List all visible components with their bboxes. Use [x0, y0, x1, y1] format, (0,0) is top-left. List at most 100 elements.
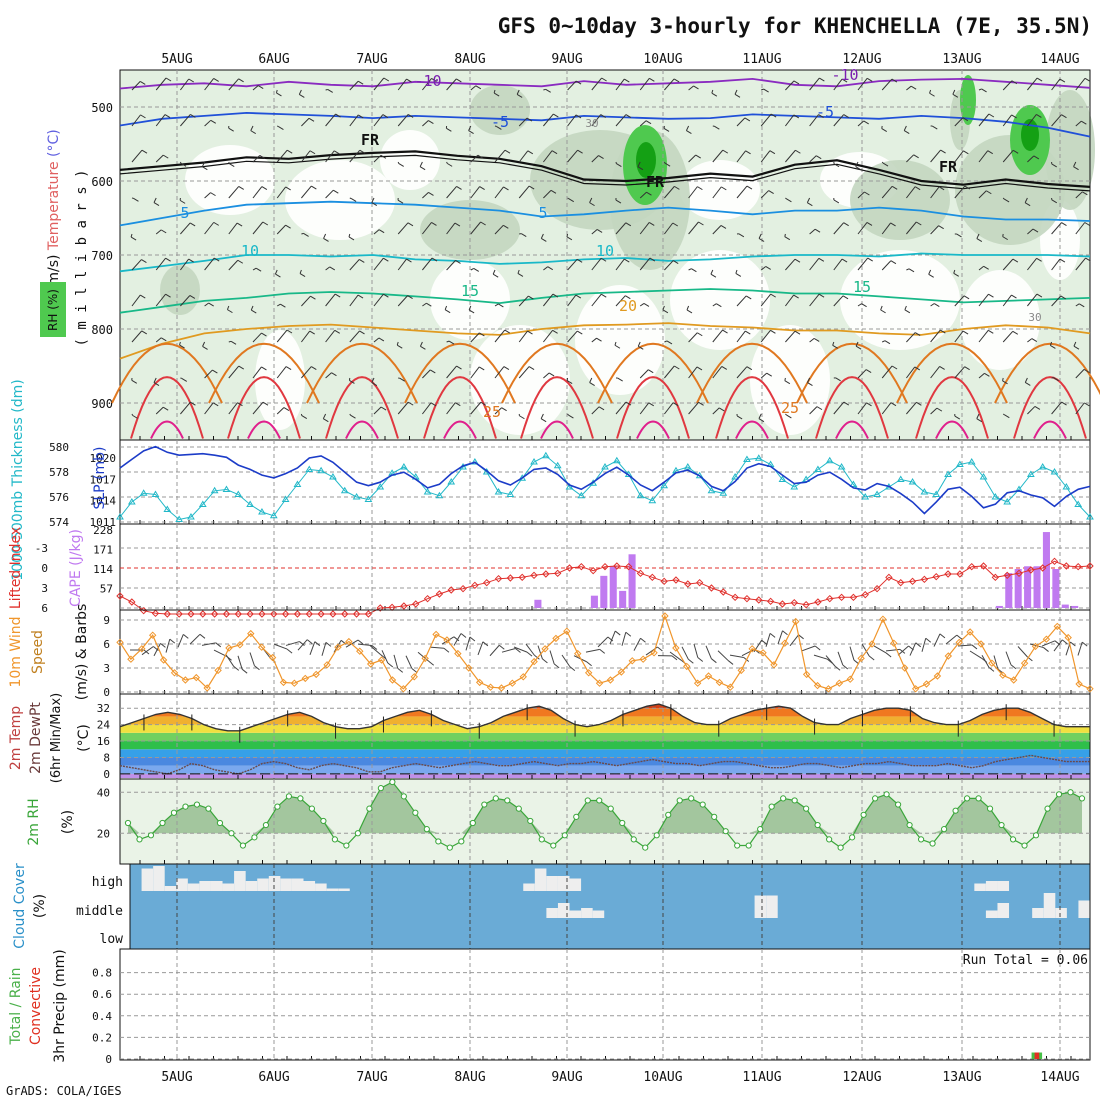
- wind-barb-flag: [815, 646, 820, 650]
- wind-barb: [882, 162, 883, 163]
- isotherm-label: FR: [361, 131, 380, 149]
- wind-barb-flag: [287, 649, 292, 653]
- rh-marker: [194, 802, 199, 807]
- thickness-line: [120, 456, 1090, 520]
- cloud-mid-bar: [997, 903, 1009, 918]
- wind-barb: [543, 89, 545, 90]
- wind-barb: [430, 647, 444, 648]
- cloud-high-bar: [338, 889, 350, 892]
- rh-marker: [608, 806, 613, 811]
- rh-marker: [309, 806, 314, 811]
- convective-bar: [1035, 1053, 1040, 1059]
- wind-barb: [190, 634, 200, 644]
- cloud-high-bar: [176, 879, 188, 892]
- rh-marker: [183, 804, 188, 809]
- isotherm-label: 20: [619, 297, 637, 315]
- wind-barb-flag: [886, 653, 891, 657]
- rh-marker: [1010, 837, 1015, 842]
- page-title: GFS 0~10day 3-hourly for KHENCHELLA (7E,…: [498, 14, 1092, 38]
- x-tick-label-top: 9AUG: [551, 52, 582, 67]
- wind-barb-flag: [626, 632, 631, 636]
- wind-barb-flag: [869, 656, 874, 660]
- rh-marker: [286, 794, 291, 799]
- rh-marker: [562, 833, 567, 838]
- wind-barb: [778, 631, 783, 644]
- temp-tick: 0: [103, 768, 110, 781]
- rh-marker: [1068, 790, 1073, 795]
- wind-barb-flag: [444, 648, 449, 652]
- rh-marker: [1079, 796, 1084, 801]
- x-tick-label-bottom: 13AUG: [942, 1070, 981, 1085]
- wind-ylabel: Speed: [30, 630, 46, 674]
- wind-barb: [814, 655, 827, 659]
- rh-marker: [620, 820, 625, 825]
- rh-marker: [240, 843, 245, 848]
- wind-barb: [850, 647, 854, 660]
- wind-barb: [934, 634, 940, 647]
- cape-ylabel: CAPE (J/kg): [68, 529, 84, 607]
- rh-marker: [378, 786, 383, 791]
- isotherm-label: 25: [781, 399, 799, 417]
- wind-barb: [682, 647, 688, 659]
- isotherm-label: 15: [853, 278, 871, 296]
- wind-barb-flag: [200, 634, 205, 638]
- rh-marker: [654, 833, 659, 838]
- x-tick-label-top: 6AUG: [258, 52, 289, 67]
- thickness-marker: [223, 487, 229, 492]
- wind-barb-flag: [398, 668, 403, 672]
- rh-marker: [401, 794, 406, 799]
- rh-mid-area: [1045, 90, 1095, 210]
- temp-band: [120, 708, 1090, 716]
- run-total-text: Run Total = 0.06: [963, 953, 1088, 968]
- precip-legend: Total / Rain: [8, 967, 24, 1045]
- rh-marker: [953, 808, 958, 813]
- rh-marker: [1033, 833, 1038, 838]
- precip-tick: 0: [105, 1053, 112, 1066]
- cloud-mid-bar: [570, 911, 582, 919]
- cloud-row-label: low: [100, 932, 124, 947]
- cloud-mid-bar: [593, 911, 605, 919]
- wind-barb: [898, 646, 909, 655]
- rh-marker: [217, 820, 222, 825]
- rh-marker: [884, 792, 889, 797]
- y-tick-label: 500: [91, 101, 113, 115]
- rh-marker: [355, 831, 360, 836]
- rh-marker: [470, 820, 475, 825]
- x-tick-label-top: 10AUG: [643, 52, 682, 67]
- wind-barb: [802, 646, 815, 651]
- wind-barb-flag: [412, 668, 417, 672]
- rh-marker: [390, 779, 395, 784]
- rh-mid-area: [850, 160, 950, 240]
- temp-ylabel: 2m Temp: [8, 706, 24, 770]
- cloud-high-bar: [223, 884, 235, 892]
- wind-tick: 3: [103, 662, 110, 675]
- wind-barb: [1003, 378, 1004, 381]
- cloud-high-bar: [269, 876, 281, 891]
- wind-barb: [568, 198, 569, 199]
- temp-band: [120, 766, 1090, 774]
- cloud-mid-bar: [581, 908, 593, 918]
- rh-marker: [643, 845, 648, 850]
- wind-barb: [694, 644, 698, 657]
- rh-marker: [1045, 806, 1050, 811]
- rh-marker: [873, 796, 878, 801]
- x-tick-label-top: 7AUG: [356, 52, 387, 67]
- isotherm-label: 30: [1028, 311, 1041, 324]
- x-tick-label-top: 8AUG: [454, 52, 485, 67]
- cape-tick: 171: [93, 544, 113, 557]
- li-tick: 3: [41, 582, 48, 595]
- rh-marker: [344, 843, 349, 848]
- cape-bar: [629, 554, 636, 608]
- rh-marker: [459, 839, 464, 844]
- wind-barb: [132, 414, 133, 415]
- cloud-mid-bar: [1044, 893, 1056, 918]
- wind-barb: [358, 644, 372, 645]
- rh-marker: [712, 814, 717, 819]
- rh-marker: [447, 845, 452, 850]
- rh-marker: [148, 833, 153, 838]
- rh-marker: [976, 796, 981, 801]
- wind-barb-flag: [1062, 640, 1067, 644]
- rh-marker: [735, 843, 740, 848]
- temp-band: [120, 716, 1090, 724]
